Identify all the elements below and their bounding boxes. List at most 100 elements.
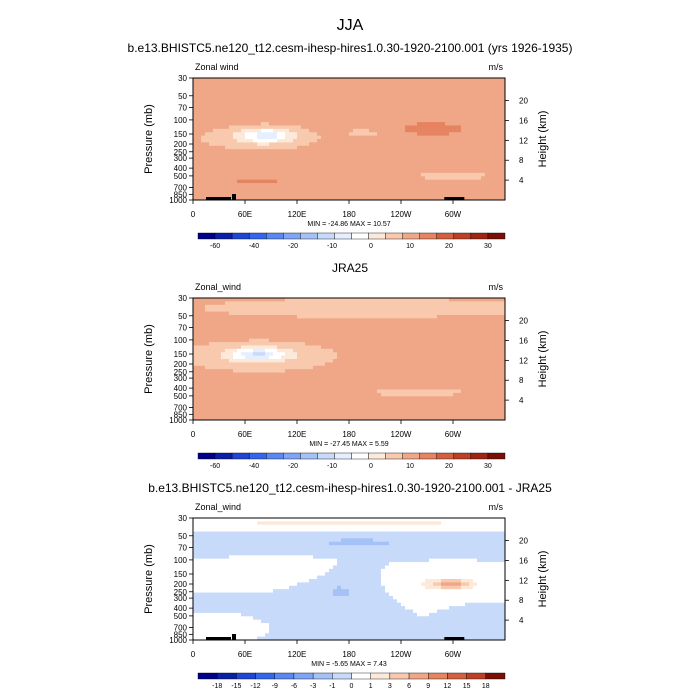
contour-cell [273, 152, 278, 157]
contour-cell [373, 101, 378, 106]
contour-cell [461, 78, 466, 82]
contour-cell [261, 355, 266, 360]
contour-cell [393, 88, 398, 93]
contour-cell [329, 135, 334, 140]
contour-cell [329, 176, 334, 181]
contour-cell [325, 301, 330, 306]
contour-cell [221, 122, 226, 127]
contour-cell [257, 362, 262, 367]
contour-cell [337, 91, 342, 96]
contour-cell [321, 304, 326, 309]
contour-cell [417, 101, 422, 106]
contour-cell [349, 145, 354, 150]
contour-cell [385, 392, 390, 397]
contour-cell [461, 159, 466, 164]
pressure-tick-label: 850 [174, 190, 188, 199]
contour-cell [337, 308, 342, 313]
contour-cell [385, 386, 390, 391]
contour-cell [349, 372, 354, 377]
contour-cell [245, 128, 250, 133]
contour-cell [321, 406, 326, 411]
contour-cell [249, 304, 254, 309]
contour-cell [393, 382, 398, 387]
contour-cell [257, 304, 262, 309]
contour-cell [209, 345, 214, 350]
contour-cell [445, 183, 450, 188]
contour-cell [405, 348, 410, 353]
contour-cell [321, 308, 326, 313]
contour-cell [241, 311, 246, 316]
contour-cell [273, 318, 278, 323]
contour-cell [297, 359, 302, 363]
contour-cell [309, 105, 314, 110]
contour-cell [249, 392, 254, 397]
contour-cell [197, 152, 202, 157]
contour-cell [469, 88, 474, 93]
contour-cell [377, 78, 382, 82]
contour-cell [225, 369, 230, 374]
contour-cell [357, 362, 362, 367]
contour-cell [409, 155, 414, 160]
contour-cell [501, 98, 505, 103]
contour-cell [437, 172, 442, 177]
contour-cell [321, 166, 326, 171]
contour-cell [201, 301, 206, 306]
contour-cell [461, 132, 466, 137]
contour-cell [365, 365, 370, 370]
contour-cell [233, 355, 238, 360]
contour-cell [321, 88, 326, 93]
contour-cell [301, 321, 306, 326]
contour-cell [321, 186, 326, 191]
contour-cell [285, 122, 290, 127]
contour-cell [345, 362, 350, 367]
contour-cell [273, 159, 278, 164]
contour-cell [361, 159, 366, 164]
contour-cell [293, 389, 298, 394]
contour-cell [377, 318, 382, 323]
contour-cell [269, 362, 274, 367]
contour-cell [245, 159, 250, 164]
contour-cell [361, 122, 366, 127]
contour-cell [269, 193, 274, 198]
contour-cell [489, 196, 494, 200]
contour-cell [257, 335, 262, 340]
contour-cell [449, 84, 454, 89]
contour-cell [333, 345, 338, 350]
contour-cell [309, 406, 314, 411]
contour-cell [317, 355, 322, 360]
contour-cell [381, 314, 386, 319]
contour-cell [293, 111, 298, 116]
contour-cell [365, 81, 370, 86]
contour-cell [237, 348, 242, 353]
contour-cell [209, 325, 214, 330]
contour-cell [205, 139, 210, 143]
contour-cell [241, 379, 246, 384]
contour-cell [425, 91, 430, 96]
contour-cell [245, 122, 250, 127]
contour-cell [277, 389, 282, 394]
contour-cell [225, 301, 230, 306]
contour-cell [249, 159, 254, 164]
contour-cell [401, 193, 406, 198]
contour-cell [397, 145, 402, 150]
contour-cell [421, 298, 426, 302]
contour-cell [417, 172, 422, 177]
contour-cell [193, 111, 198, 116]
contour-cell [325, 101, 330, 106]
contour-cell [293, 365, 298, 370]
contour-cell [221, 335, 226, 340]
contour-cell [341, 352, 346, 357]
contour-cell [281, 345, 286, 350]
contour-cell [345, 84, 350, 89]
contour-cell [393, 98, 398, 103]
contour-cell [293, 338, 298, 343]
contour-cell [245, 132, 250, 137]
contour-cell [405, 362, 410, 367]
contour-cell [417, 145, 422, 150]
contour-cell [261, 101, 266, 106]
contour-cell [401, 142, 406, 147]
contour-cell [377, 169, 382, 174]
contour-cell [205, 142, 210, 147]
contour-cell [481, 183, 486, 188]
contour-cell [285, 193, 290, 198]
